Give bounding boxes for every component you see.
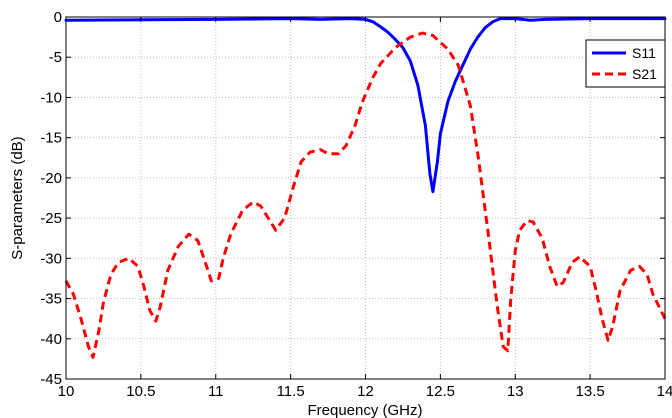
y-tick-label: -35 <box>40 291 62 308</box>
x-tick-label: 10 <box>58 383 75 400</box>
legend-label-s21: S21 <box>632 66 657 82</box>
series-layer <box>64 17 667 359</box>
legend-box <box>585 39 666 88</box>
x-axis-label: Frequency (GHz) <box>307 402 422 418</box>
y-tick-label: -40 <box>40 331 62 348</box>
legend-label-s11: S11 <box>632 45 656 61</box>
x-tick-label: 11.5 <box>277 383 305 400</box>
x-tick-label: 14 <box>657 383 672 400</box>
y-tick-label: -5 <box>49 49 62 66</box>
y-tick-label: -30 <box>40 250 62 267</box>
y-tick-label: -15 <box>40 130 62 147</box>
x-tick-label: 12 <box>357 383 374 400</box>
y-tick-labels: 0 -5 -10 -15 -20 -25 -30 -35 -40 -45 <box>40 9 62 388</box>
series-line-s21 <box>64 31 667 359</box>
series-line-s11 <box>64 17 667 194</box>
x-tick-labels: 10 10.5 11 11.5 12 12.5 13 13.5 14 <box>58 383 672 400</box>
y-tick-label: 0 <box>54 9 62 26</box>
legend: S11 S21 <box>585 39 666 88</box>
x-tick-label: 13.5 <box>576 383 605 400</box>
y-tick-label: -45 <box>40 371 62 388</box>
x-tick-label: 11 <box>208 383 224 400</box>
x-tick-label: 13 <box>507 383 524 400</box>
tick-marks <box>65 16 666 380</box>
y-tick-label: -25 <box>40 210 62 227</box>
x-tick-label: 10.5 <box>126 383 155 400</box>
x-tick-label: 12.5 <box>426 383 455 400</box>
y-tick-label: -10 <box>40 89 62 106</box>
y-axis-label: S-parameters (dB) <box>9 136 26 259</box>
y-tick-label: -20 <box>40 170 62 187</box>
